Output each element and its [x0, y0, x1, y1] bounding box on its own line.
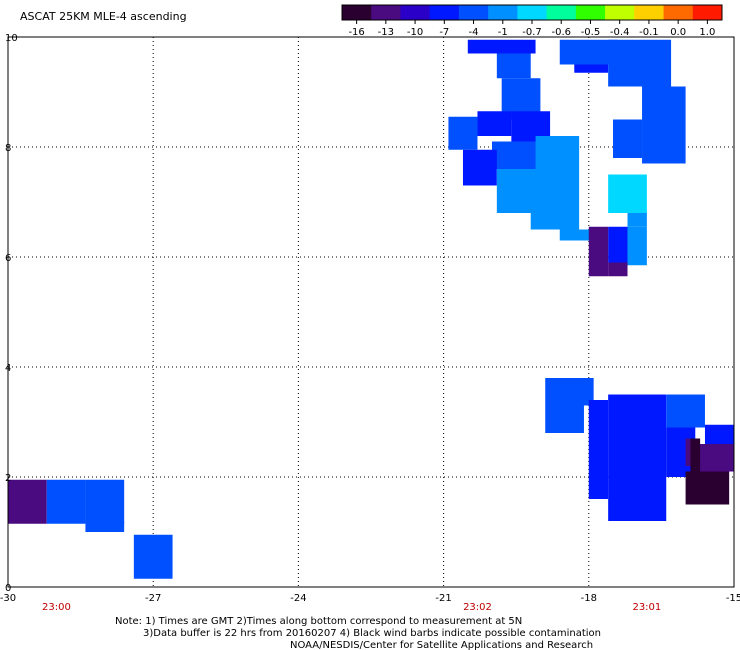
wind-cell: [496, 169, 580, 213]
colorbar-segment: [371, 5, 401, 20]
wind-cell: [530, 213, 580, 230]
colorbar-label: -0.5: [581, 27, 601, 38]
wind-cell: [608, 262, 628, 277]
note-line-3: NOAA/NESDIS/Center for Satellite Applica…: [290, 640, 593, 650]
wind-cell: [685, 438, 696, 466]
wind-cell: [492, 141, 541, 169]
note-line-1: Note: 1) Times are GMT 2)Times along bot…: [115, 616, 522, 627]
x-tick-label: -24: [290, 593, 306, 604]
colorbar-label: -13: [378, 27, 394, 38]
wind-cell: [666, 394, 705, 428]
map-title: ASCAT 25KM MLE-4 ascending: [20, 10, 187, 23]
wind-cell: [642, 86, 686, 120]
y-tick-label: 0: [5, 583, 11, 594]
wind-cell: [496, 53, 531, 79]
wind-cell: [695, 444, 734, 472]
wind-cell: [467, 39, 536, 54]
colorbar-label: -16: [348, 27, 364, 38]
colorbar-label: -10: [407, 27, 423, 38]
x-tick-label: -27: [145, 593, 161, 604]
wind-cell: [448, 116, 478, 150]
plot-frame: [7, 36, 735, 588]
colorbar-segment: [342, 5, 372, 20]
colorbar-segment: [429, 5, 460, 20]
x-tick-labels: -30 -27 -24 -21 -18 -15: [0, 593, 740, 604]
colorbar-segment: [575, 5, 606, 20]
wind-cell: [535, 136, 580, 169]
colorbar-labels: -16 -13 -10 -7 -4 -1 -0.7 -0.6 -0.5 -0.4 -0.1 0.0 1.…: [348, 20, 715, 38]
wind-cell: [608, 226, 628, 263]
wind-cell: [608, 394, 667, 521]
wind-cell: [685, 471, 730, 505]
y-tick-label: 2: [5, 473, 11, 484]
y-tick-label: 8: [5, 143, 11, 154]
wind-cell: [608, 39, 672, 87]
wind-cell: [477, 111, 512, 136]
plot-border: [7, 36, 735, 588]
wind-cell: [608, 174, 647, 213]
wind-cell: [46, 479, 86, 524]
x-tick-label: -30: [0, 593, 16, 604]
wind-cell: [588, 226, 609, 277]
colorbar-segment: [692, 5, 723, 20]
colorbar-segment: [605, 5, 635, 20]
colorbar-label: 1.0: [699, 27, 715, 38]
colorbar-segment: [546, 5, 577, 20]
colorbar-label: -0.1: [639, 27, 659, 38]
wind-cell: [462, 149, 497, 186]
wind-cell: [642, 119, 686, 164]
colorbar-label: -4: [469, 27, 479, 38]
wind-cell: [85, 479, 125, 524]
colorbar-label: -1: [498, 27, 508, 38]
x-tick-label: -15: [726, 593, 740, 604]
colorbar-label: -7: [439, 27, 449, 38]
wind-cell: [545, 378, 594, 406]
pass-time-label: 23:01: [632, 602, 661, 613]
y-tick-label: 6: [5, 253, 11, 264]
colorbar-label: -0.7: [522, 27, 542, 38]
colorbar-label: -0.4: [610, 27, 630, 38]
wind-cell: [559, 229, 599, 241]
wind-cells: [8, 39, 734, 579]
wind-cell: [574, 64, 609, 73]
colorbar: [341, 4, 723, 21]
wind-cell: [627, 226, 647, 266]
pass-time-label: 23:02: [463, 602, 492, 613]
x-tick-label: -21: [435, 593, 451, 604]
colorbar-segment: [634, 5, 665, 20]
note-line-2: 3)Data buffer is 22 hrs from 20160207 4)…: [143, 628, 601, 639]
wind-cell: [690, 438, 701, 472]
x-tick-label: -18: [581, 593, 597, 604]
pass-times: 23:00 23:02 23:01: [42, 602, 661, 613]
colorbar-label: 0.0: [670, 27, 686, 38]
wind-cell: [613, 119, 643, 158]
pass-time-label: 23:00: [42, 602, 71, 613]
y-tick-label: 4: [5, 363, 11, 374]
colorbar-segment: [458, 5, 489, 20]
wind-cell: [85, 521, 125, 532]
colorbar-segment: [517, 5, 548, 20]
wind-cell: [704, 424, 734, 444]
wind-cell: [8, 479, 47, 524]
colorbar-label: -0.6: [551, 27, 571, 38]
y-tick-label: 10: [5, 33, 18, 44]
wind-cell: [545, 405, 584, 433]
colorbar-segment: [488, 5, 518, 20]
wind-cell: [133, 534, 173, 579]
colorbar-segment: [400, 5, 431, 20]
colorbar-segment: [663, 5, 694, 20]
wind-cell: [588, 400, 609, 499]
wind-cell: [627, 213, 647, 227]
y-tick-labels: 0 2 4 6 8 10: [5, 33, 18, 594]
